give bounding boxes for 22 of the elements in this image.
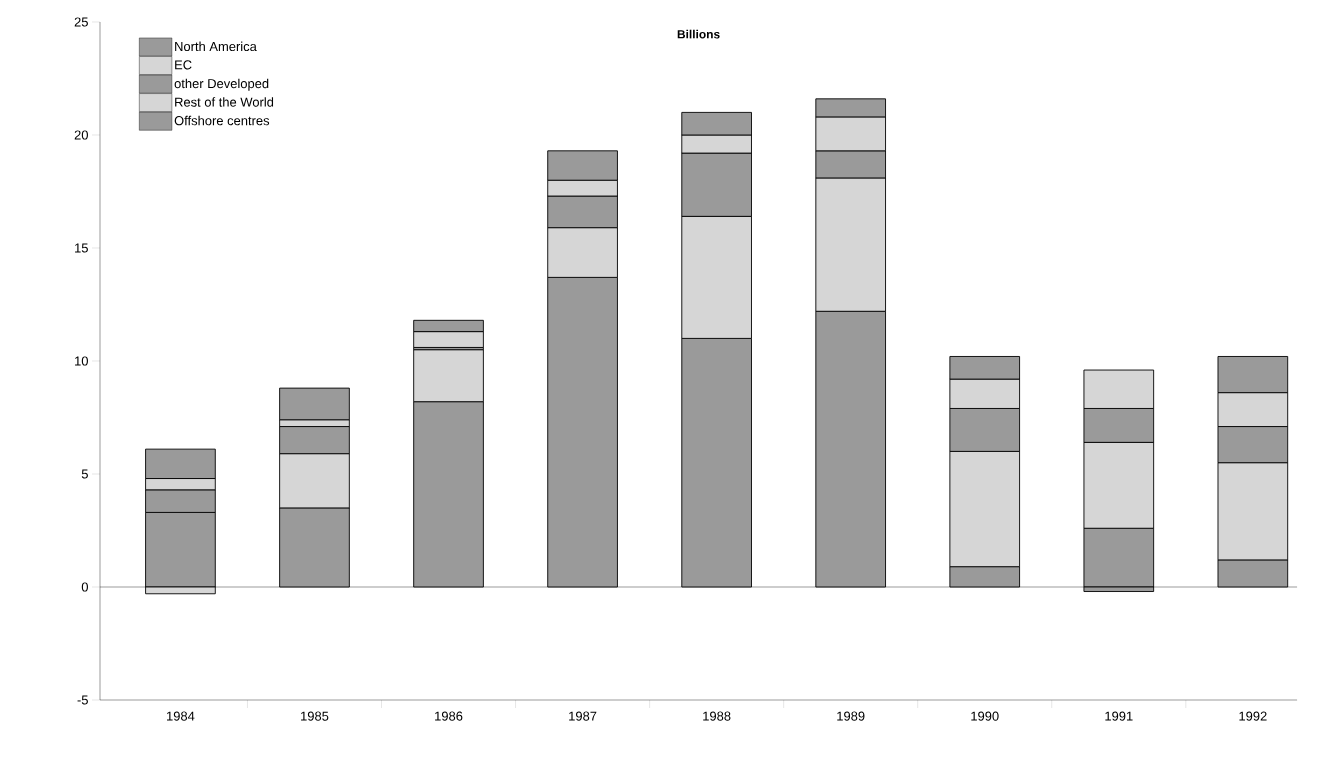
legend-label: other Developed bbox=[174, 78, 269, 91]
x-tick-label: 1986 bbox=[435, 711, 463, 721]
y-tick-label: 5 bbox=[81, 469, 88, 479]
text: Billions bbox=[677, 29, 720, 39]
x-tick-label: 1989 bbox=[837, 711, 865, 721]
legend-label: Offshore centres bbox=[174, 115, 270, 126]
y-tick-label: 20 bbox=[74, 130, 88, 140]
x-tick-label: 1990 bbox=[971, 711, 999, 721]
x-tick-label: 1985 bbox=[301, 711, 329, 721]
x-tick-label: 1988 bbox=[703, 711, 731, 721]
y-tick-label: 25 bbox=[74, 17, 88, 27]
y-tick-label: 0 bbox=[81, 582, 88, 592]
legend-label: EC bbox=[175, 60, 192, 70]
legend-label: Rest of the World bbox=[175, 97, 274, 107]
x-tick-label: 1992 bbox=[1239, 711, 1267, 721]
y-tick-label: 15 bbox=[75, 243, 88, 253]
y-tick-label: 10 bbox=[75, 356, 88, 366]
legend-label: North America bbox=[175, 41, 257, 52]
x-tick-label: 1991 bbox=[1105, 711, 1133, 721]
x-tick-label: 1984 bbox=[167, 711, 195, 721]
x-tick-label: 1987 bbox=[569, 711, 597, 721]
y-tick-label: -5 bbox=[77, 695, 88, 705]
